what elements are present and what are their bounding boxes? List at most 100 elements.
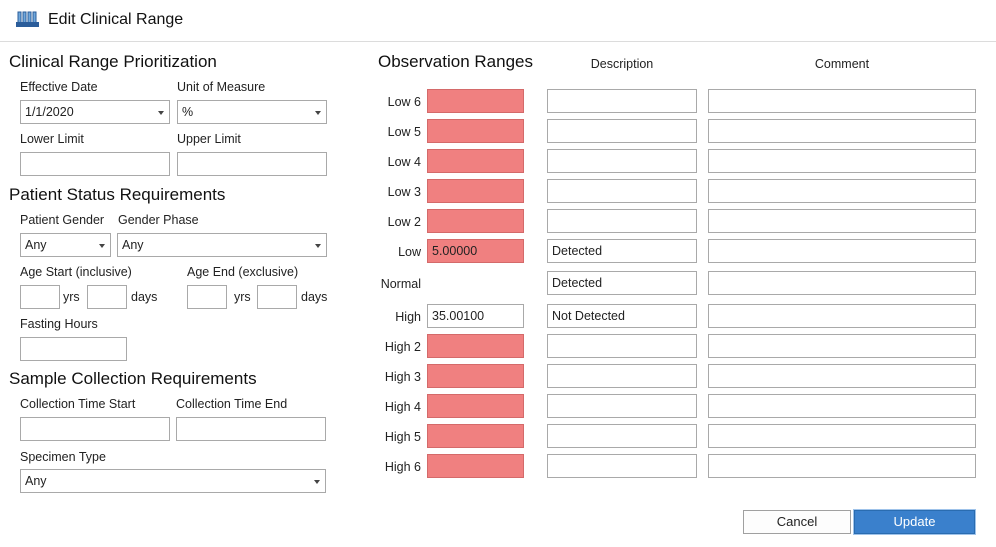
range-comment-input[interactable] — [708, 454, 976, 478]
age-start-yrs-unit: yrs — [63, 290, 80, 304]
age-start-days-input[interactable] — [87, 285, 127, 309]
fasting-hours-label: Fasting Hours — [20, 317, 98, 331]
range-value-input[interactable] — [427, 424, 524, 448]
range-row-label: High — [395, 310, 421, 324]
range-description-input[interactable] — [547, 424, 697, 448]
range-comment-input[interactable] — [708, 364, 976, 388]
range-comment-input[interactable] — [708, 334, 976, 358]
range-comment-input[interactable] — [708, 179, 976, 203]
range-row-label: High 6 — [384, 460, 421, 474]
range-description-input[interactable]: Not Detected — [547, 304, 697, 328]
range-description-input[interactable] — [547, 89, 697, 113]
comment-column-header: Comment — [814, 57, 870, 71]
description-column-header: Description — [590, 57, 654, 71]
collection-time-end-input[interactable] — [176, 417, 326, 441]
gender-phase-value: Any — [122, 238, 144, 252]
range-value-input[interactable] — [427, 209, 524, 233]
chevron-down-icon[interactable] — [314, 480, 320, 484]
range-value-input[interactable] — [427, 179, 524, 203]
range-description-input[interactable] — [547, 179, 697, 203]
range-row-label: High 3 — [384, 370, 421, 384]
lower-limit-label: Lower Limit — [20, 132, 84, 146]
range-comment-input[interactable] — [708, 424, 976, 448]
title-bar — [0, 0, 996, 42]
range-description-input[interactable] — [547, 119, 697, 143]
range-value-input[interactable] — [427, 364, 524, 388]
chevron-down-icon[interactable] — [315, 111, 321, 115]
range-comment-input[interactable] — [708, 149, 976, 173]
age-end-label: Age End (exclusive) — [187, 265, 299, 279]
unit-of-measure-value: % — [182, 105, 194, 119]
range-row-label: Low 4 — [387, 155, 421, 169]
age-end-yrs-unit: yrs — [234, 290, 251, 304]
range-value-input[interactable] — [427, 89, 524, 113]
upper-limit-input[interactable] — [177, 152, 327, 176]
range-description-input[interactable] — [547, 209, 697, 233]
unit-of-measure-label: Unit of Measure — [177, 80, 266, 94]
chevron-down-icon[interactable] — [99, 244, 105, 248]
range-value-input[interactable] — [427, 119, 524, 143]
range-comment-input[interactable] — [708, 209, 976, 233]
range-row-label: Low — [398, 245, 421, 259]
chevron-down-icon[interactable] — [315, 244, 321, 248]
unit-of-measure-select[interactable]: % — [177, 100, 327, 124]
patient-gender-value: Any — [25, 238, 47, 252]
effective-date-picker[interactable]: 1/1/2020 — [20, 100, 170, 124]
age-start-days-unit: days — [131, 290, 158, 304]
age-end-years-input[interactable] — [187, 285, 227, 309]
range-comment-input[interactable] — [708, 89, 976, 113]
range-row-label: Low 5 — [387, 125, 421, 139]
range-value-input[interactable] — [427, 454, 524, 478]
range-value-input[interactable]: 5.00000 — [427, 239, 524, 263]
collection-time-end-label: Collection Time End — [176, 397, 288, 411]
patient-gender-select[interactable]: Any — [20, 233, 111, 257]
lower-limit-input[interactable] — [20, 152, 170, 176]
age-end-days-unit: days — [301, 290, 328, 304]
range-comment-input[interactable] — [708, 239, 976, 263]
range-value-input[interactable] — [427, 394, 524, 418]
range-comment-input[interactable] — [708, 119, 976, 143]
specimen-type-select[interactable]: Any — [20, 469, 326, 493]
patient-status-heading: Patient Status Requirements — [9, 185, 226, 204]
range-comment-input[interactable] — [708, 271, 976, 295]
effective-date-label: Effective Date — [20, 80, 98, 94]
range-row-label: Low 3 — [387, 185, 421, 199]
range-value-input[interactable] — [427, 334, 524, 358]
range-row-label: Low 2 — [387, 215, 421, 229]
effective-date-value: 1/1/2020 — [25, 105, 74, 119]
range-comment-input[interactable] — [708, 304, 976, 328]
range-description-input[interactable]: Detected — [547, 271, 697, 295]
gender-phase-select[interactable]: Any — [117, 233, 327, 257]
cancel-button[interactable]: Cancel — [743, 510, 851, 534]
range-comment-input[interactable] — [708, 394, 976, 418]
age-start-label: Age Start (inclusive) — [20, 265, 132, 279]
sample-collection-heading: Sample Collection Requirements — [9, 369, 257, 388]
observation-ranges-heading: Observation Ranges — [378, 52, 533, 71]
age-start-years-input[interactable] — [20, 285, 60, 309]
patient-gender-label: Patient Gender — [20, 213, 105, 227]
age-end-days-input[interactable] — [257, 285, 297, 309]
chevron-down-icon[interactable] — [158, 111, 164, 115]
range-value-input[interactable] — [427, 149, 524, 173]
window-title: Edit Clinical Range — [48, 11, 184, 28]
range-description-input[interactable] — [547, 334, 697, 358]
range-row-label: High 2 — [384, 340, 421, 354]
test-tubes-rack-icon — [16, 11, 39, 27]
range-description-input[interactable]: Detected — [547, 239, 697, 263]
collection-time-start-label: Collection Time Start — [20, 397, 136, 411]
range-description-input[interactable] — [547, 394, 697, 418]
range-description-input[interactable] — [547, 364, 697, 388]
collection-time-start-input[interactable] — [20, 417, 170, 441]
range-row-label: Low 6 — [387, 95, 421, 109]
range-description-input[interactable] — [547, 149, 697, 173]
range-row-label: High 4 — [384, 400, 421, 414]
range-row-label: High 5 — [384, 430, 421, 444]
specimen-type-label: Specimen Type — [20, 450, 106, 464]
range-value-input[interactable]: 35.00100 — [427, 304, 524, 328]
fasting-hours-input[interactable] — [20, 337, 127, 361]
specimen-type-value: Any — [25, 474, 47, 488]
range-description-input[interactable] — [547, 454, 697, 478]
upper-limit-label: Upper Limit — [177, 132, 241, 146]
update-button[interactable]: Update — [854, 510, 975, 534]
prioritization-heading: Clinical Range Prioritization — [9, 52, 217, 71]
